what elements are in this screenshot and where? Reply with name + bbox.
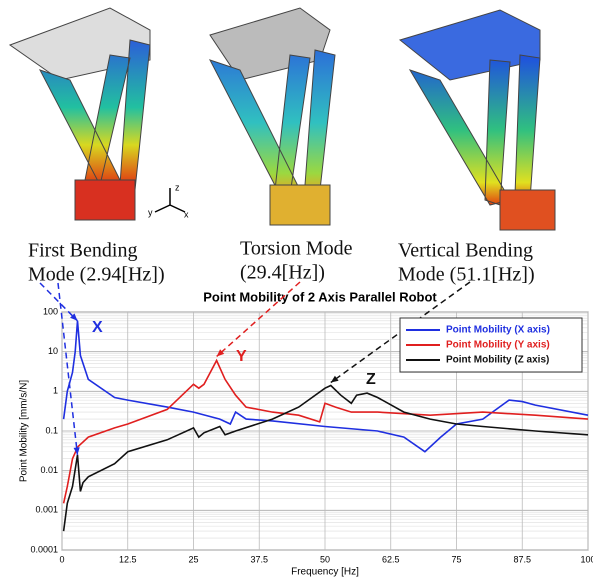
x-tick-label: 0	[59, 554, 64, 564]
mode-label: Vertical Bending	[398, 240, 533, 262]
legend-label: Point Mobility (Y axis)	[446, 340, 550, 351]
curve-annotation: X	[92, 319, 103, 336]
y-axis-label: Point Mobility [mm/s/N]	[19, 380, 30, 482]
x-tick-label: 75	[451, 554, 461, 564]
y-tick-label: 10	[48, 346, 58, 356]
y-tick-label: 0.01	[40, 465, 58, 475]
axis-icon-label: x	[184, 209, 189, 219]
x-tick-label: 87.5	[513, 554, 531, 564]
x-tick-label: 25	[188, 554, 198, 564]
x-tick-label: 62.5	[382, 554, 400, 564]
axis-icon-label: z	[175, 182, 180, 192]
mode-label: Torsion Mode	[240, 238, 353, 260]
figure: z y x First Bending Mode (2.94[Hz]) Tors…	[0, 0, 593, 578]
mode-label: First Bending	[28, 240, 137, 262]
curve-annotation: Y	[236, 348, 247, 365]
mode-label: (29.4[Hz])	[240, 262, 325, 284]
axis-icon	[155, 188, 185, 212]
legend-label: Point Mobility (X axis)	[446, 325, 550, 336]
x-tick-label: 37.5	[250, 554, 268, 564]
legend-label: Point Mobility (Z axis)	[446, 355, 549, 366]
y-tick-label: 0.001	[35, 505, 58, 515]
y-tick-label: 100	[43, 306, 58, 316]
robot-torsion	[210, 8, 335, 225]
y-tick-label: 1	[53, 386, 58, 396]
page: z y x First Bending Mode (2.94[Hz]) Tors…	[0, 0, 593, 578]
mode-label: Mode (51.1[Hz])	[398, 264, 535, 286]
x-tick-label: 12.5	[119, 554, 137, 564]
curve-annotation: Z	[366, 371, 376, 388]
robot-first-bending	[10, 8, 150, 220]
chart-title: Point Mobility of 2 Axis Parallel Robot	[203, 289, 437, 304]
mode-label: Mode (2.94[Hz])	[28, 264, 165, 286]
y-tick-label: 0.0001	[30, 544, 58, 554]
robot-vertical-bending	[400, 10, 555, 230]
axis-icon-label: y	[148, 207, 153, 217]
x-tick-label: 50	[320, 554, 330, 564]
x-tick-label: 100	[580, 554, 593, 564]
x-axis-label: Frequency [Hz]	[291, 567, 359, 578]
y-tick-label: 0.1	[45, 425, 58, 435]
